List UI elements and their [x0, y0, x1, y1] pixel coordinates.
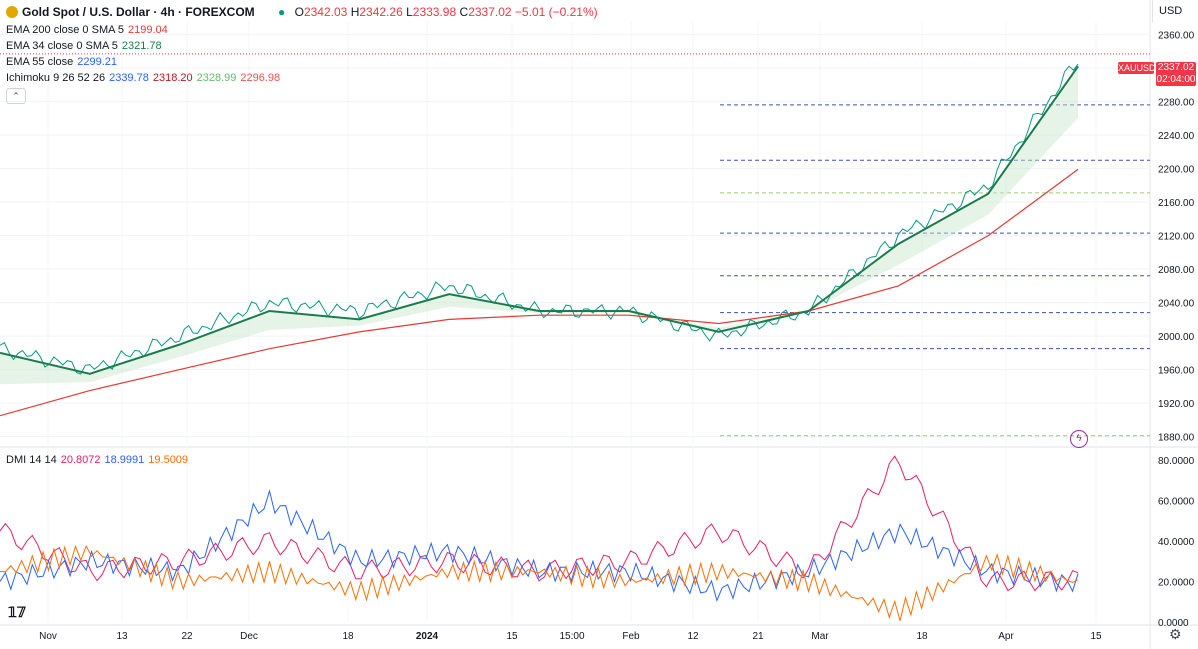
time-axis-label: Mar [811, 631, 829, 642]
time-axis-label: 18 [342, 631, 354, 642]
price-axis-label: 1920.00 [1158, 399, 1195, 410]
currency-selector[interactable]: USD [1152, 0, 1198, 22]
high-value: 2342.26 [359, 5, 403, 19]
time-axis-label: Feb [622, 631, 640, 642]
price-axis-label: 2160.00 [1158, 198, 1195, 209]
price-axis-label: 2200.00 [1158, 165, 1195, 176]
ema200-line [0, 168, 1079, 417]
low-label: L [406, 5, 413, 19]
dmi-axis-label: 0.0000 [1158, 618, 1189, 629]
ema55-legend[interactable]: EMA 55 close 2299.21 [6, 56, 117, 68]
time-axis-label: 15 [506, 631, 518, 642]
ema34-line [0, 65, 1079, 375]
price-axis-label: 2360.00 [1158, 31, 1195, 42]
time-axis-label: 13 [116, 631, 128, 642]
collapse-legend-button[interactable]: ⌃ [6, 88, 26, 104]
time-axis-label: Apr [998, 631, 1014, 642]
price-axis-label: 2000.00 [1158, 332, 1195, 343]
bar-countdown: 02:04:00 [1156, 74, 1196, 85]
ema34-value: 2321.78 [121, 40, 162, 52]
price-axis-label: 2120.00 [1158, 232, 1195, 243]
symbol-title[interactable]: Gold Spot / U.S. Dollar · 4h · FOREXCOM [22, 5, 255, 19]
time-axis-label: Nov [39, 631, 57, 642]
time-axis-label: 2024 [416, 631, 439, 642]
ichimoku-label: Ichimoku 9 26 52 26 [6, 72, 106, 84]
ema55-label: EMA 55 close [6, 56, 74, 68]
last-price-label: 2337.02 02:04:00 [1156, 62, 1196, 86]
dmi-axis-label: 80.0000 [1158, 456, 1195, 467]
symbol-price-tag: XAUUSD [1118, 62, 1156, 74]
dmi-axis-label: 20.0000 [1158, 578, 1195, 589]
price-axis-label: 2080.00 [1158, 265, 1195, 276]
ema200-value: 2199.04 [128, 24, 168, 36]
ema34-label: EMA 34 close 0 SMA 5 [6, 40, 118, 52]
dmi-value-3: 19.5009 [148, 454, 189, 466]
dmi-axis-label: 40.0000 [1158, 537, 1195, 548]
price-axis-label: 1880.00 [1158, 433, 1195, 444]
time-axis-label: 22 [181, 631, 193, 642]
ema34-legend[interactable]: EMA 34 close 0 SMA 5 2321.78 [6, 40, 162, 52]
last-price-value: 2337.02 [1157, 62, 1195, 73]
time-axis-label: 15:00 [559, 631, 584, 642]
open-value: 2342.03 [303, 5, 348, 19]
ichimoku-value-2: 2318.20 [152, 72, 193, 84]
ema200-legend[interactable]: EMA 200 close 0 SMA 5 2199.04 [6, 24, 168, 36]
ichimoku-legend[interactable]: Ichimoku 9 26 52 26 2339.78 2318.20 2328.99… [6, 72, 280, 84]
ichimoku-value-1: 2339.78 [109, 72, 149, 84]
ema200-label: EMA 200 close 0 SMA 5 [6, 24, 125, 36]
price-series-line [0, 63, 1079, 375]
price-axis-label: 1960.00 [1158, 366, 1195, 377]
dmi-line-2 [0, 489, 1079, 603]
eye-icon[interactable]: ● [278, 5, 286, 19]
ema55-value: 2299.21 [77, 56, 118, 68]
dmi-value-2: 18.9991 [104, 454, 145, 466]
time-axis-label: 12 [687, 631, 699, 642]
low-value: 2333.98 [412, 5, 457, 19]
dmi-label: DMI 14 14 [6, 454, 57, 466]
dmi-value-1: 20.8072 [60, 454, 101, 466]
price-axis-label: 2280.00 [1158, 98, 1195, 109]
ichimoku-value-3: 2328.99 [196, 72, 237, 84]
time-axis-label: 15 [1090, 631, 1102, 642]
dmi-axis-label: 60.0000 [1158, 497, 1195, 508]
time-axis-label: 21 [752, 631, 764, 642]
open-label: O [294, 5, 304, 19]
event-flag-icon[interactable]: ϟ [1070, 430, 1088, 448]
close-label: C [459, 5, 469, 19]
symbol-header: Gold Spot / U.S. Dollar · 4h · FOREXCOM … [6, 5, 598, 19]
dmi-line-3 [0, 544, 1079, 621]
close-value: 2337.02 [468, 5, 512, 19]
price-axis-label: 2040.00 [1158, 299, 1195, 310]
change-value: −5.01 (−0.21%) [514, 5, 598, 19]
dmi-legend[interactable]: DMI 14 14 20.8072 18.9991 19.5009 [6, 454, 188, 466]
time-axis-label: Dec [240, 631, 258, 642]
ichimoku-value-4: 2296.98 [240, 72, 281, 84]
settings-gear-icon[interactable]: ⚙ [1169, 626, 1182, 642]
high-label: H [350, 5, 360, 19]
price-axis-label: 2240.00 [1158, 131, 1195, 142]
time-axis-label: 18 [916, 631, 928, 642]
tradingview-logo-icon: 𝟙𝟟 [8, 604, 26, 620]
gold-icon [6, 6, 18, 18]
